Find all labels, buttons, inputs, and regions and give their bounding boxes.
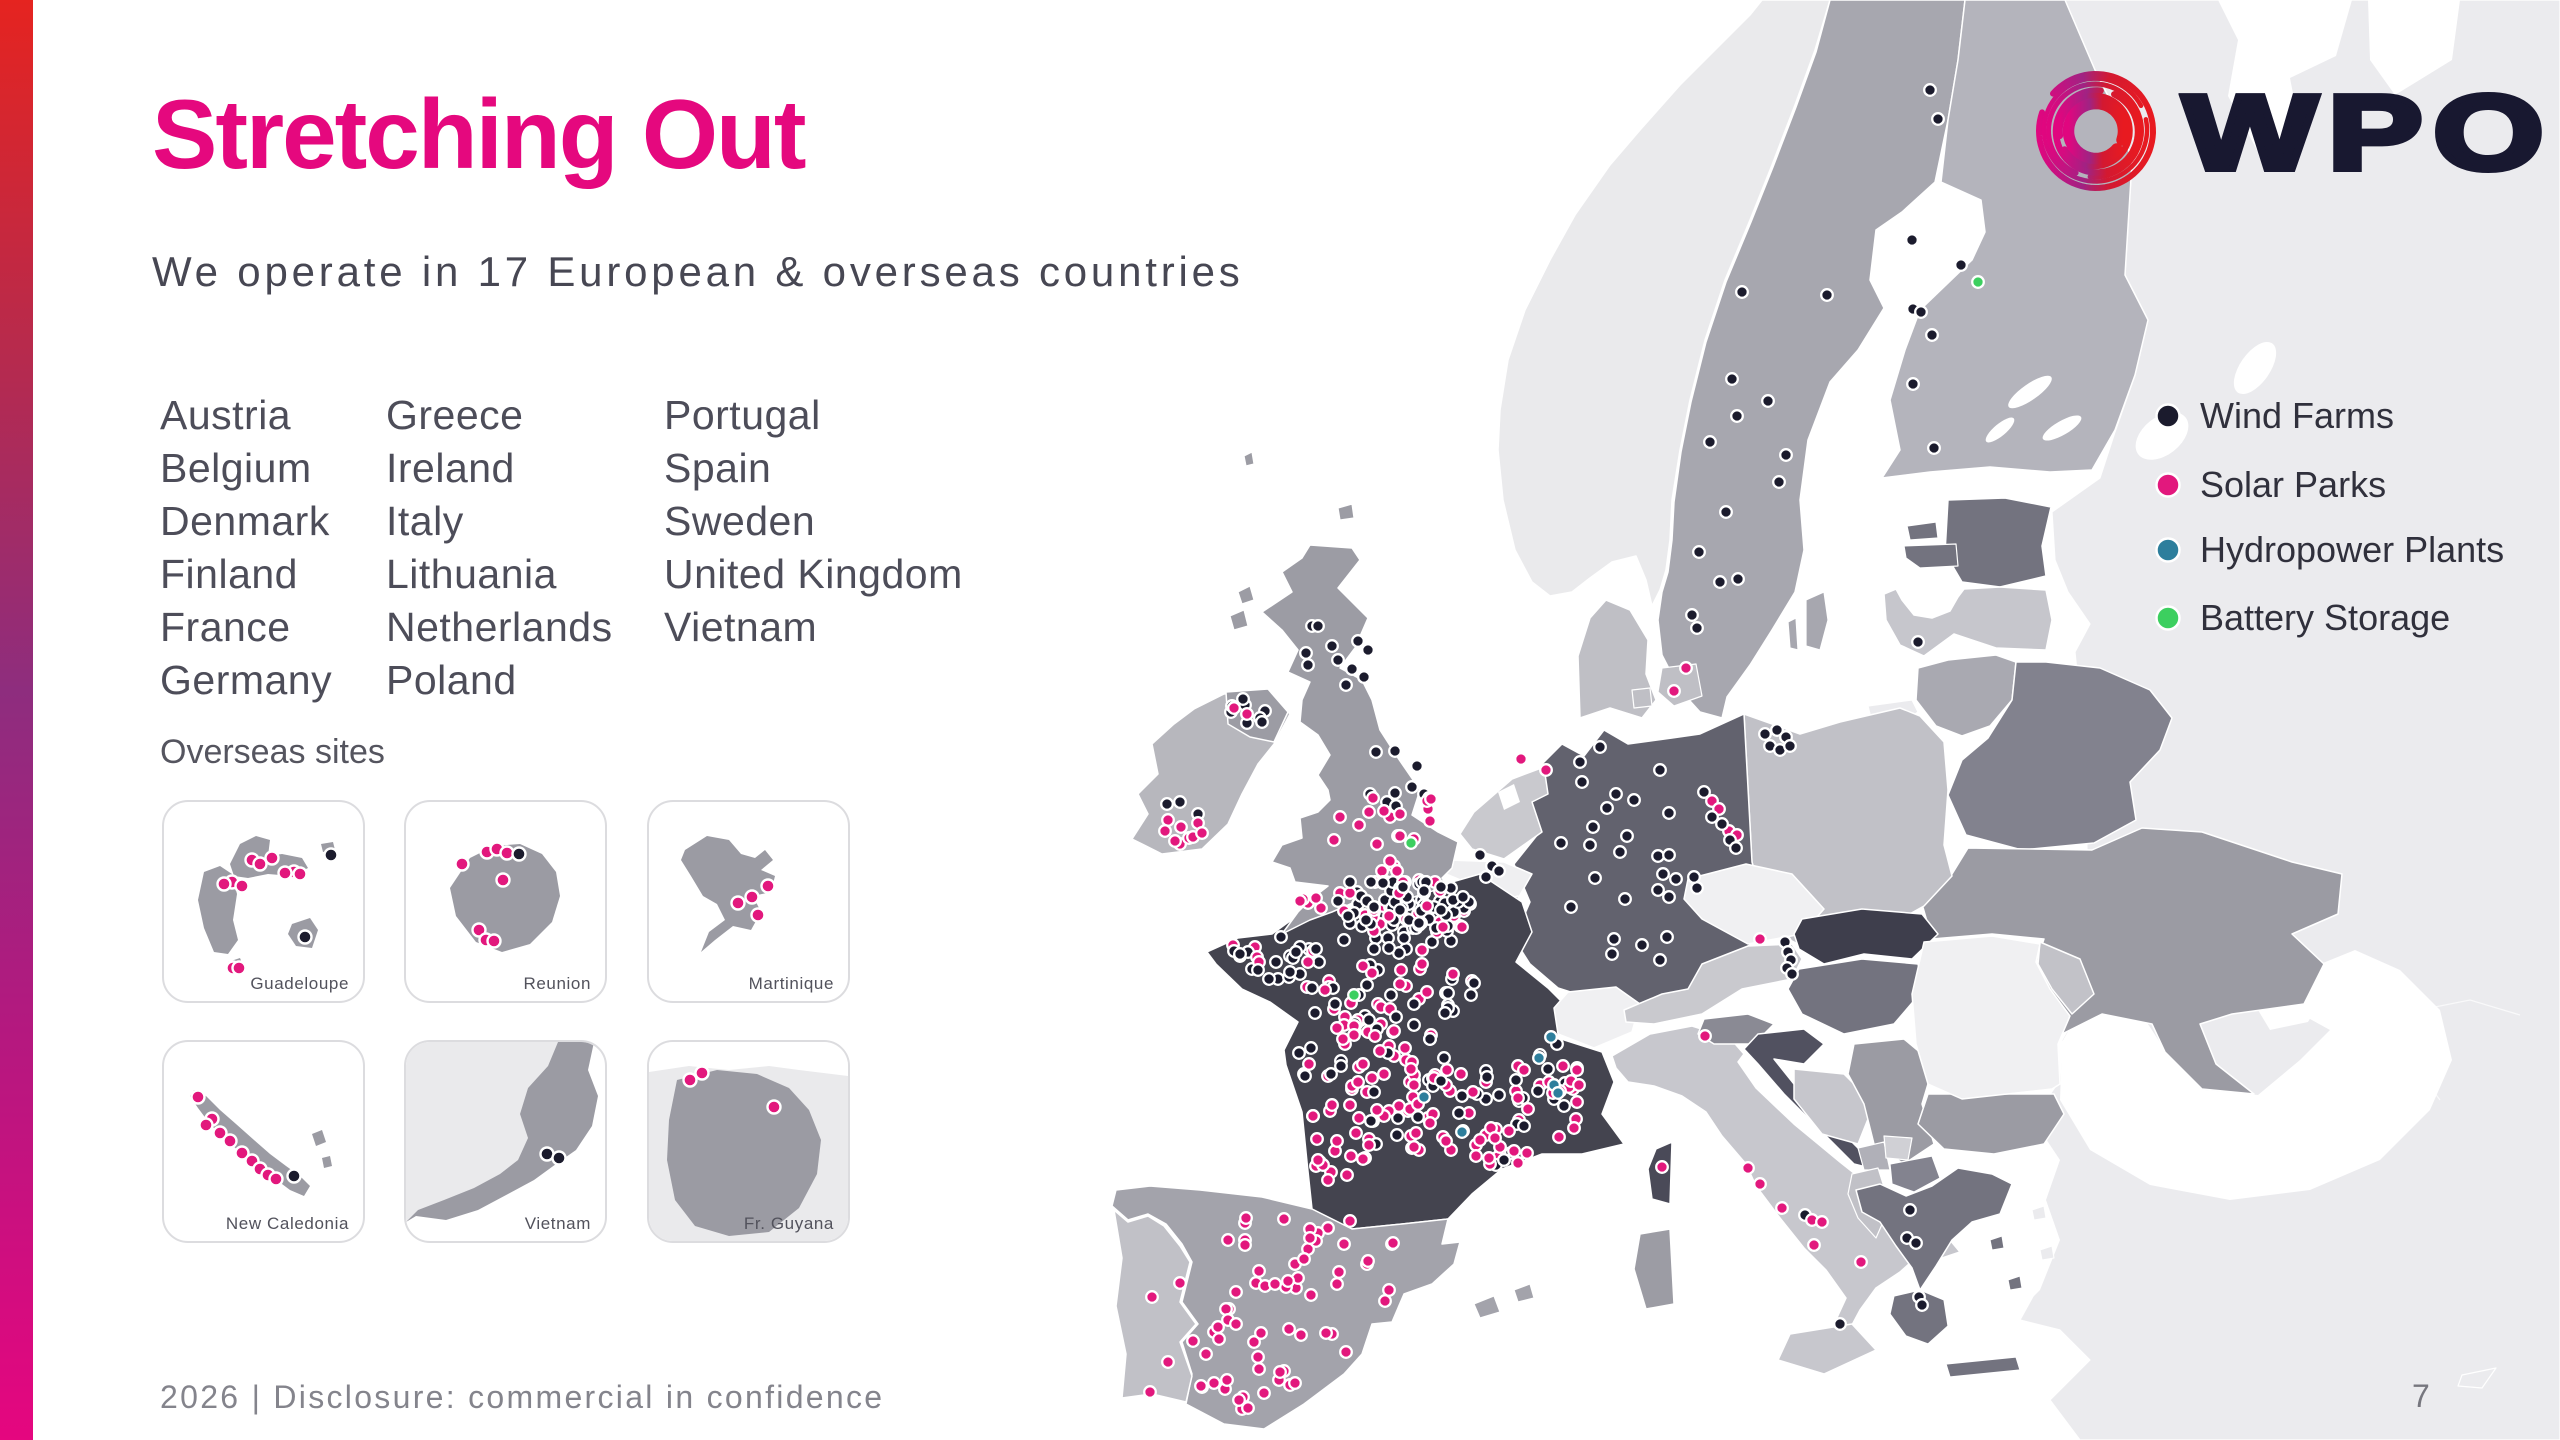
svg-text:Hydropower Plants: Hydropower Plants bbox=[2200, 529, 2504, 570]
svg-text:Battery Storage: Battery Storage bbox=[2200, 597, 2450, 638]
svg-text:Solar Parks: Solar Parks bbox=[2200, 464, 2386, 505]
svg-text:Wind Farms: Wind Farms bbox=[2200, 395, 2394, 436]
